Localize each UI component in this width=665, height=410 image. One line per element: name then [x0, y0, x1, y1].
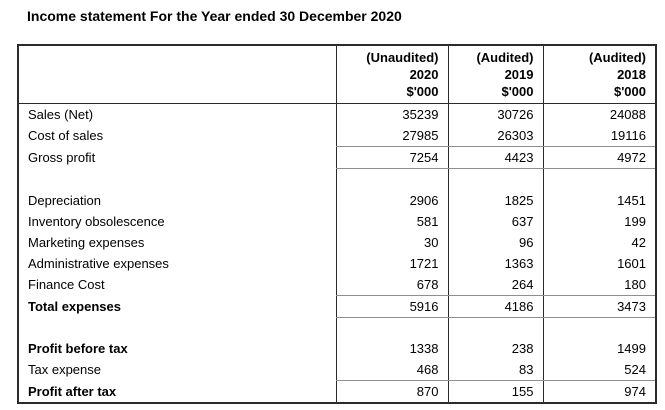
table-row-gross-profit: Gross profit 7254 4423 4972 — [18, 146, 656, 169]
row-label: Sales (Net) — [28, 107, 94, 122]
corner-cell — [18, 45, 336, 104]
row-label: Total expenses — [28, 298, 121, 314]
table-row-spacer — [18, 317, 656, 338]
value-cell-2018 — [542, 317, 656, 338]
value-cell-2020: 2906 — [335, 189, 448, 211]
value-cell-2019: 238 — [447, 338, 543, 359]
value-cell-2019: 83 — [447, 359, 543, 381]
year-label: 2019 — [504, 67, 534, 82]
table-row-spacer — [18, 168, 656, 190]
row-label — [18, 169, 336, 190]
header-row: (Unaudited) 2020 $'000 (Audited) 2019 $'… — [18, 45, 656, 104]
row-label: Depreciation — [28, 192, 101, 208]
value-cell-2020: 1721 — [335, 252, 448, 274]
row-label: Marketing expenses — [28, 234, 145, 250]
income-statement-table: (Unaudited) 2020 $'000 (Audited) 2019 $'… — [17, 44, 657, 404]
audit-status-label: (Audited) — [476, 50, 534, 65]
table-row-inventory-obsolescence: Inventory obsolescence 581 637 199 — [18, 210, 656, 232]
value-cell-2020: 678 — [335, 273, 448, 296]
row-label: Profit before tax — [28, 341, 128, 356]
value-cell-2020: 1338 — [335, 338, 448, 359]
table-row-sales-net: Sales (Net) 35239 30726 24088 — [18, 103, 656, 125]
unit-label: $'000 — [501, 84, 534, 99]
value-cell-2020 — [335, 317, 448, 338]
value-cell-2020: 468 — [335, 359, 448, 381]
value-cell-2018: 19116 — [542, 125, 656, 147]
table-row-profit-after-tax: Profit after tax 870 155 974 — [18, 380, 656, 403]
row-label: Finance Cost — [28, 276, 105, 292]
row-label: Administrative expenses — [28, 255, 169, 271]
value-cell-2018: 3473 — [542, 295, 656, 318]
value-cell-2020: 870 — [335, 380, 448, 403]
row-label: Cost of sales — [28, 128, 104, 144]
value-cell-2018: 1601 — [542, 252, 656, 274]
audit-status-label: (Unaudited) — [366, 50, 439, 65]
table-row-tax-expense: Tax expense 468 83 524 — [18, 359, 656, 381]
row-label: Gross profit — [28, 150, 96, 165]
audit-status-label: (Audited) — [588, 50, 646, 65]
value-cell-2018: 4972 — [542, 146, 656, 169]
value-cell-2020: 5916 — [335, 295, 448, 318]
value-cell-2019: 264 — [447, 273, 543, 296]
value-cell-2020: 35239 — [335, 103, 448, 125]
table-row-depreciation: Depreciation 2906 1825 1451 — [18, 189, 656, 211]
value-cell-2019: 4186 — [447, 295, 543, 318]
value-cell-2018: 1499 — [542, 338, 656, 359]
value-cell-2018: 524 — [542, 359, 656, 381]
table-row-marketing-expenses: Marketing expenses 30 96 42 — [18, 231, 656, 253]
value-cell-2020: 30 — [335, 231, 448, 253]
unit-label: $'000 — [406, 84, 439, 99]
value-cell-2019: 96 — [447, 231, 543, 253]
table-row-total-expenses: Total expenses 5916 4186 3473 — [18, 295, 656, 318]
value-cell-2020 — [335, 168, 448, 190]
unit-label: $'000 — [613, 84, 646, 99]
value-cell-2018: 42 — [542, 231, 656, 253]
value-cell-2019: 637 — [447, 210, 543, 232]
page-title: Income statement For the Year ended 30 D… — [27, 8, 402, 24]
value-cell-2019 — [447, 168, 543, 190]
value-cell-2018: 24088 — [542, 103, 656, 125]
table-row-administrative-expenses: Administrative expenses 1721 1363 1601 — [18, 252, 656, 274]
value-cell-2020: 27985 — [335, 125, 448, 147]
value-cell-2018: 1451 — [542, 189, 656, 211]
value-cell-2019: 4423 — [447, 146, 543, 169]
value-cell-2019: 1825 — [447, 189, 543, 211]
row-label — [18, 317, 336, 338]
column-header-2018: (Audited) 2018 $'000 — [542, 45, 656, 104]
year-label: 2018 — [617, 67, 646, 82]
value-cell-2018 — [542, 168, 656, 190]
value-cell-2019: 1363 — [447, 252, 543, 274]
table-row-finance-cost: Finance Cost 678 264 180 — [18, 273, 656, 296]
column-header-2019: (Audited) 2019 $'000 — [447, 45, 543, 104]
table-row-profit-before-tax: Profit before tax 1338 238 1499 — [18, 338, 656, 359]
table-header: (Unaudited) 2020 $'000 (Audited) 2019 $'… — [18, 45, 656, 104]
table-row-cost-of-sales: Cost of sales 27985 26303 19116 — [18, 125, 656, 147]
value-cell-2019: 155 — [447, 380, 543, 403]
year-label: 2020 — [409, 67, 439, 82]
column-header-2020: (Unaudited) 2020 $'000 — [335, 45, 448, 104]
row-label: Inventory obsolescence — [28, 213, 165, 229]
value-cell-2018: 974 — [542, 380, 656, 403]
row-label: Tax expense — [28, 362, 101, 378]
value-cell-2019 — [447, 317, 543, 338]
value-cell-2019: 30726 — [447, 103, 543, 125]
value-cell-2020: 7254 — [335, 146, 448, 169]
row-label: Profit after tax — [28, 383, 117, 399]
value-cell-2018: 180 — [542, 273, 656, 296]
value-cell-2020: 581 — [335, 210, 448, 232]
value-cell-2018: 199 — [542, 210, 656, 232]
value-cell-2019: 26303 — [447, 125, 543, 147]
